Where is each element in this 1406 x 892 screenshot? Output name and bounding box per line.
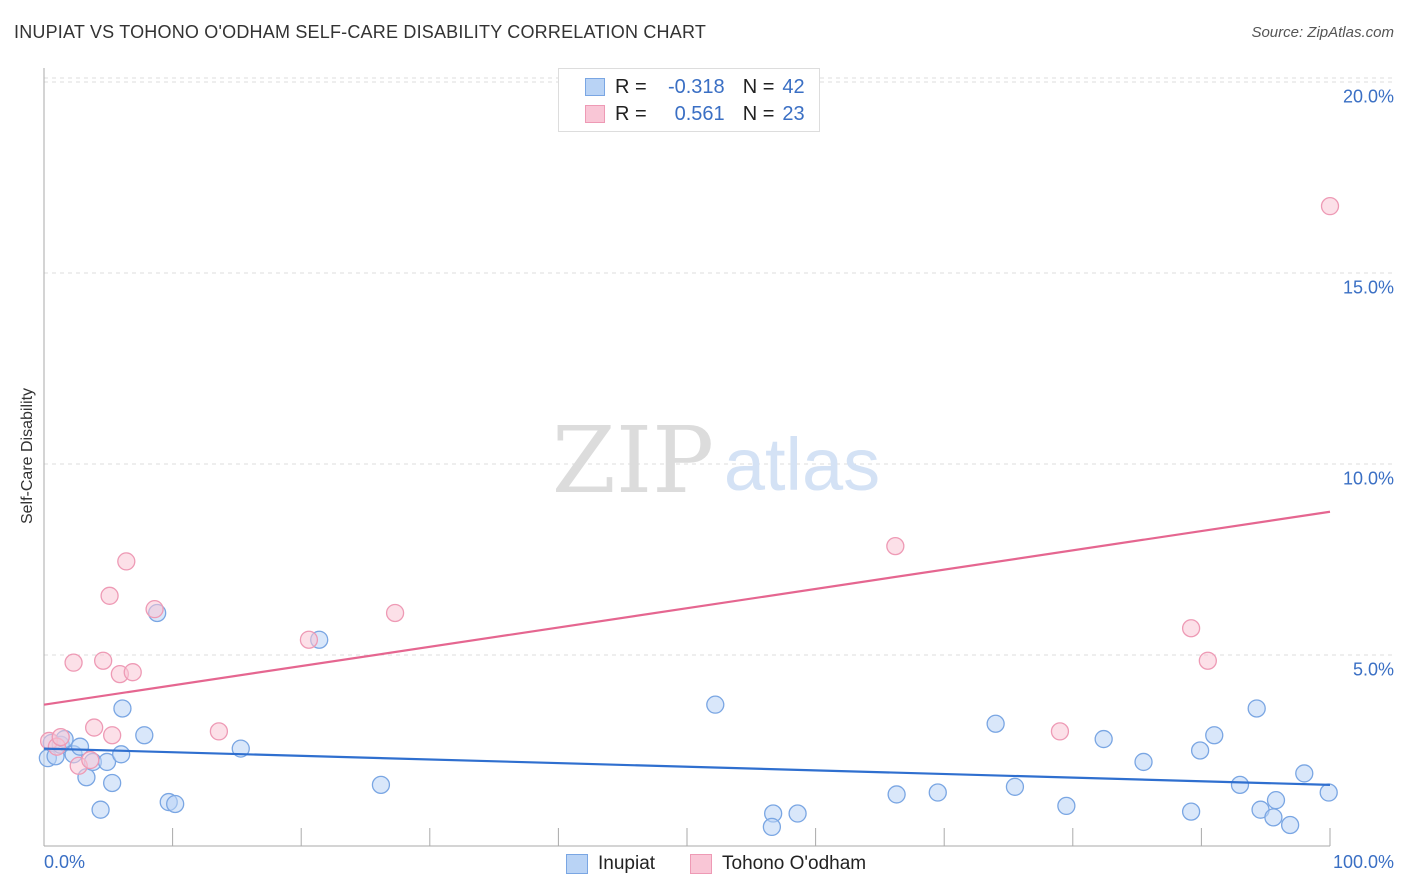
tohono-point [385,603,405,623]
tohono-trendline [43,510,1331,706]
bottom-legend-inupiat: Inupiat [566,852,655,876]
inupiat-point [1181,802,1201,821]
inupiat-point [112,745,131,764]
legend-n-value: 23 [782,102,805,125]
inupiat-point [788,804,807,823]
inupiat-point [113,699,132,718]
inupiat-point [91,800,110,819]
inupiat-point [1247,699,1266,718]
inupiat-point [1190,741,1210,760]
legend-r-label: R = [615,75,647,98]
y-tick-label-10: 10.0% [1342,468,1394,489]
bottom-legend-swatch-tohono [690,854,712,874]
chart-source: Source: ZipAtlas.com [1251,24,1394,41]
inupiat-point [1094,729,1113,749]
inupiat-point [1266,791,1286,810]
legend-swatch-tohono [585,105,605,123]
bottom-legend-tohono: Tohono O'odham [690,852,866,876]
inupiat-point [1264,808,1283,827]
y-axis-label: Self-Care Disability [19,387,36,525]
tohono-point [1320,196,1340,216]
bottom-legend-label-tohono: Tohono O'odham [722,853,867,874]
inupiat-point [1057,796,1076,816]
tohono-point [886,536,905,556]
inupiat-point [986,714,1005,733]
inupiat-trendline [43,747,1331,786]
tohono-point [299,630,319,649]
tohono-point [209,722,229,741]
watermark-zip: ZIP [552,407,714,514]
bottom-legend-swatch-inupiat [566,854,588,874]
inupiat-point [928,783,947,802]
x-tick-label-0: 0.0% [44,852,86,872]
legend-n-label: N = [742,75,775,98]
tohono-point [85,718,104,737]
watermark: ZIP atlas [552,407,880,514]
tohono-point [94,651,113,670]
legend-n-label: N = [742,102,775,125]
inupiat-point [166,794,185,814]
legend-row-tohono: R = 0.561 N = 23 [585,100,805,128]
inupiat-point [1205,726,1224,745]
tohono-point [1181,619,1201,638]
y-tick-label-15: 15.0% [1342,277,1394,298]
inupiat-point [231,739,250,758]
inupiat-point [1005,777,1025,796]
y-tick-label-20: 20.0% [1342,86,1394,107]
inupiat-point [371,775,391,795]
inupiat-point [1295,764,1314,783]
points-layer [38,196,1340,837]
tohono-point [64,653,83,672]
inupiat-point [1134,752,1153,772]
y-tick-label-5: 5.0% [1352,659,1394,680]
inupiat-point [135,726,154,745]
axis-layer [43,68,1331,847]
legend-swatch-inupiat [585,78,605,96]
inupiat-point [706,695,725,714]
tohono-point [1198,651,1217,670]
inupiat-point [1280,815,1300,835]
tohono-point [100,586,119,605]
tohono-point [1050,722,1070,741]
tohono-point [123,663,142,682]
bottom-legend-label-inupiat: Inupiat [598,853,656,874]
inupiat-point [70,737,90,756]
tohono-point [51,727,70,747]
legend-r-value: 0.561 [674,102,725,125]
legend-n-value: 42 [782,75,805,98]
inupiat-point [1319,783,1338,802]
tohono-point [81,750,100,770]
chart-title: INUPIAT VS TOHONO O'ODHAM SELF-CARE DISA… [14,22,707,42]
legend-r-label: R = [615,102,647,125]
watermark-atlas: atlas [724,423,880,506]
inupiat-point [1230,775,1250,795]
legend-row-inupiat: R = -0.318 N = 42 [585,73,805,101]
tohono-point [145,600,164,619]
tohono-point [117,552,136,571]
inupiat-point [762,817,782,837]
legend: R = -0.318 N = 42 R = 0.561 N = 23 [558,68,820,132]
grid-layer [44,77,1396,656]
legend-r-value: -0.318 [667,75,725,98]
x-tick-label-100: 100.0% [1332,852,1394,872]
inupiat-point [887,785,906,804]
trend-layer [43,510,1331,786]
inupiat-point [103,773,122,793]
tohono-point [103,726,122,745]
